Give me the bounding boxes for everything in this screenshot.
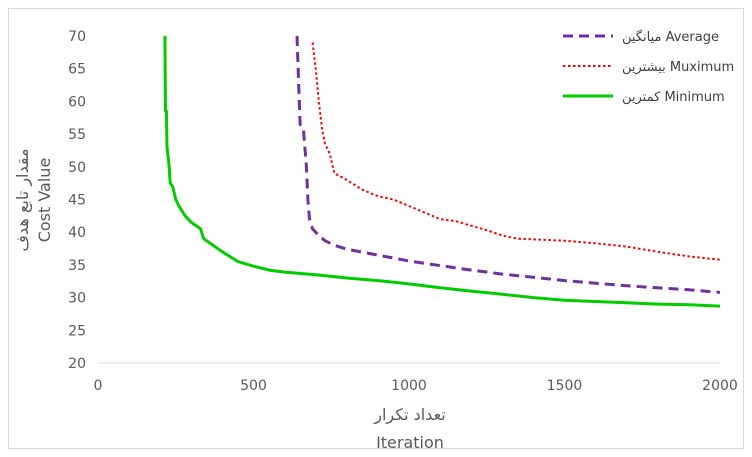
y-tick-label: 50 (68, 160, 86, 176)
y-tick-label: 20 (68, 356, 86, 372)
y-tick-label: 65 (68, 62, 86, 78)
y-tick-label: 45 (68, 193, 86, 209)
chart-frame (8, 8, 744, 449)
x-axis-title: Iteration (376, 433, 444, 452)
y-axis-title: Cost Value (35, 158, 54, 243)
y-tick-label: 25 (68, 323, 86, 339)
legend-label-muximum: بیشترین Muximum (622, 60, 734, 75)
y-tick-label: 55 (68, 127, 86, 143)
series-line-average (295, 35, 721, 294)
y-tick-label: 30 (68, 291, 86, 307)
x-tick-label: 1000 (391, 378, 427, 394)
legend-label-average: میانگین Average (622, 29, 719, 45)
y-axis-ticks: 20 25 30 35 40 45 50 55 60 65 70 (68, 29, 86, 372)
y-axis-title-persian: مقدار تابع هدف (13, 148, 33, 251)
series-line-minimum (163, 35, 721, 308)
legend: میانگین Average بیشترین Muximum کمترین Min… (563, 29, 734, 105)
x-tick-label: 1500 (547, 378, 583, 394)
x-tick-label: 0 (94, 378, 103, 394)
series-lines (163, 35, 721, 308)
x-tick-label: 2000 (702, 378, 738, 394)
y-tick-label: 60 (68, 94, 86, 110)
y-tick-label: 40 (68, 225, 86, 241)
series-line-muximum (311, 42, 721, 261)
x-axis-title-persian: تعداد تکرار (373, 405, 446, 425)
x-axis-ticks: 0 500 1000 1500 2000 (94, 378, 738, 394)
x-tick-label: 500 (240, 378, 267, 394)
y-tick-label: 35 (68, 258, 86, 274)
legend-label-minimum: کمترین Minimum (622, 90, 725, 105)
y-tick-label: 70 (68, 29, 86, 45)
